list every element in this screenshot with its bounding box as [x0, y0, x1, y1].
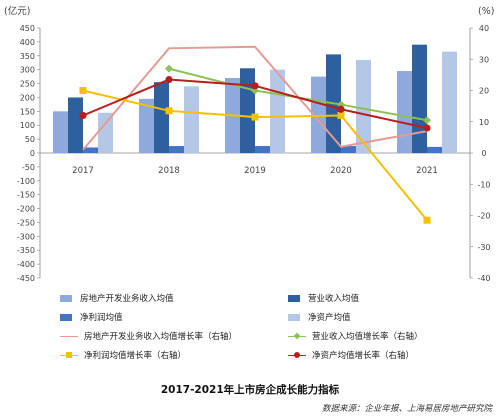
- bar-4: [184, 86, 199, 153]
- bar-3: [427, 146, 442, 153]
- legend-line-swatch: [288, 332, 306, 340]
- left-tick-label: -150: [17, 191, 35, 200]
- bar-3: [255, 146, 270, 153]
- bar-4: [356, 59, 371, 153]
- bar-2: [154, 82, 169, 153]
- left-tick-label: 150: [20, 107, 35, 116]
- left-tick-label: -450: [17, 274, 35, 283]
- category-label: 2017: [72, 166, 94, 176]
- legend-item-net-profit-growth: 净利润均值增长率（右轴）: [60, 349, 186, 361]
- right-tick-label: -40: [477, 274, 490, 283]
- category-label: 2020: [330, 166, 352, 176]
- left-tick-label: -100: [17, 177, 35, 186]
- bar-1: [53, 111, 68, 153]
- legend-label: 营业收入均值: [308, 294, 360, 304]
- left-tick-label: 250: [20, 80, 35, 89]
- left-axis-unit: (亿元): [4, 5, 30, 17]
- right-tick-label: -20: [477, 212, 490, 221]
- line-point: [337, 105, 345, 113]
- line-point: [165, 107, 173, 115]
- line-series-2: [168, 67, 428, 122]
- category-label: 2019: [244, 166, 266, 176]
- legend-item-operating-revenue-growth: 营业收入均值增长率（右轴）: [288, 330, 423, 342]
- right-tick-label: -10: [477, 180, 490, 189]
- bar-1: [139, 98, 154, 153]
- right-tick-label: -30: [477, 243, 490, 252]
- legend-item-dev-revenue: 房地产开发业务收入均值: [60, 292, 174, 304]
- line-point: [423, 116, 431, 125]
- legend-label: 净利润均值: [80, 313, 123, 323]
- category-label: 2018: [158, 166, 180, 176]
- legend-swatch: [288, 294, 300, 302]
- line-point: [165, 75, 173, 84]
- left-tick-label: 50: [25, 135, 35, 144]
- legend-label: 房地产开发业务收入均值: [80, 294, 174, 304]
- bar-3: [169, 146, 184, 153]
- left-tick-label: -350: [17, 246, 35, 255]
- right-tick-label: 10: [479, 118, 489, 127]
- category-label: 2021: [416, 166, 438, 176]
- right-tick-label: 20: [479, 87, 489, 96]
- right-tick-label: 30: [479, 55, 489, 64]
- legend-line-swatch: [288, 351, 306, 359]
- legend-swatch: [60, 313, 72, 321]
- line-point: [423, 124, 431, 132]
- line-point: [251, 82, 259, 90]
- line-point: [79, 111, 87, 120]
- legend-label: 营业收入均值增长率（右轴）: [312, 332, 423, 342]
- bar-1: [397, 71, 412, 153]
- left-tick-label: 100: [20, 121, 35, 130]
- bar-2: [412, 44, 427, 153]
- line-series-group: [79, 45, 431, 224]
- legend-item-dev-revenue-growth: 房地产开发业务收入均值增长率（右轴）: [60, 330, 237, 342]
- legend-swatch: [288, 313, 300, 321]
- bar-3: [83, 147, 98, 153]
- left-tick-label: 400: [20, 38, 35, 47]
- left-tick-label: 450: [20, 24, 35, 33]
- legend-item-net-profit: 净利润均值: [60, 311, 123, 323]
- bar-1: [311, 76, 326, 153]
- bar-3: [341, 146, 356, 153]
- left-tick-label: -250: [17, 218, 35, 227]
- left-tick-label: -400: [17, 260, 35, 269]
- bar-2: [68, 97, 83, 153]
- legend-item-net-assets-growth: 净资产均值增长率（右轴）: [288, 349, 414, 361]
- left-tick-label: -200: [17, 205, 35, 214]
- legend-label: 净资产均值增长率（右轴）: [312, 351, 415, 361]
- legend-item-net-assets: 净资产均值: [288, 311, 351, 323]
- legend-item-operating-revenue: 营业收入均值: [288, 292, 359, 304]
- line-point: [79, 87, 87, 94]
- bar-4: [270, 69, 285, 153]
- right-axis-unit: (%): [478, 6, 494, 17]
- legend-line-swatch: [60, 351, 78, 359]
- line-series-1: [82, 45, 428, 151]
- legend-label: 净利润均值增长率（右轴）: [84, 351, 187, 361]
- left-tick-label: 350: [20, 52, 35, 61]
- left-tick-label: 200: [20, 93, 35, 102]
- left-tick-label: 0: [30, 149, 35, 158]
- bar-4: [98, 112, 113, 153]
- right-tick-label: 0: [481, 149, 486, 158]
- bar-4: [442, 51, 457, 153]
- line-point: [165, 64, 173, 73]
- line-point: [251, 113, 259, 121]
- left-tick-label: 300: [20, 66, 35, 75]
- chart-title: 2017-2021年上市房企成长能力指标: [160, 384, 340, 396]
- left-tick-label: -50: [22, 163, 35, 172]
- line-point: [337, 112, 345, 119]
- bar-2: [240, 68, 255, 153]
- legend-label: 房地产开发业务收入均值增长率（右轴）: [84, 332, 238, 342]
- right-tick-label: 40: [479, 24, 489, 33]
- left-tick-label: -300: [17, 232, 35, 241]
- legend-line-swatch: [60, 332, 78, 340]
- line-point: [423, 216, 431, 224]
- tick-label-group: 450400350300250200150100500-50-100-150-2…: [4, 5, 494, 283]
- bar-series-group: [53, 44, 457, 154]
- data-source-note: 数据来源：企业年报、上海易居房地产研究院: [321, 404, 492, 414]
- legend-swatch: [60, 294, 72, 302]
- legend-label: 净资产均值: [308, 313, 351, 323]
